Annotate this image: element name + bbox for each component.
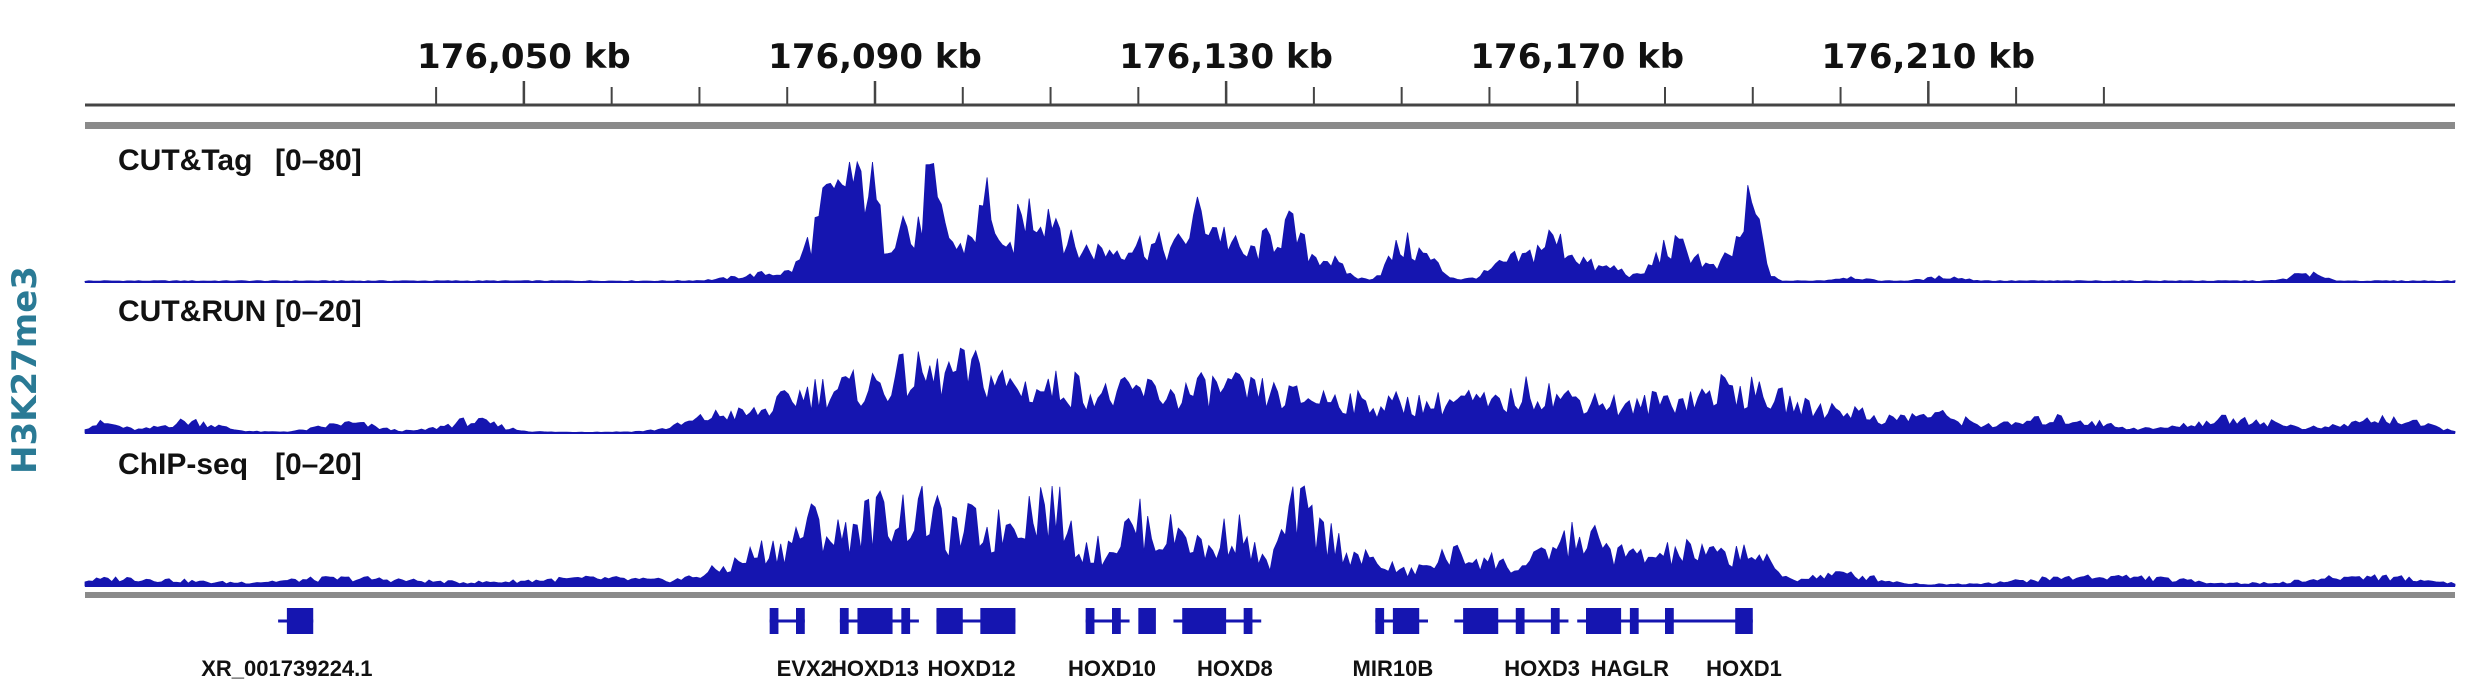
- gene-track-separator: [85, 592, 2455, 598]
- gene-label: EVX2: [777, 656, 833, 681]
- assay-label: H3K27me3: [5, 266, 45, 474]
- gene-label: HOXD13: [831, 656, 919, 681]
- assay-label-text: H3K27me3: [5, 266, 46, 474]
- signal-tracks: CUT&Tag [0–80] CUT&RUN [0–20] ChIP-seq [0–20]: [84, 144, 2456, 598]
- gene-xr-001739224-1: XR_001739224.1: [201, 608, 373, 681]
- gene-exon: [936, 608, 963, 634]
- gene-hoxd10: HOXD10: [1068, 608, 1156, 681]
- gene-exon: [1665, 608, 1674, 634]
- gene-evx2: EVX2: [769, 608, 833, 681]
- gene-exon: [796, 608, 805, 634]
- ruler-label: 176,090 kb: [768, 37, 982, 77]
- gene-exon: [1629, 608, 1639, 634]
- signal-area: [84, 160, 2456, 283]
- gene-label: HOXD12: [928, 656, 1016, 681]
- gene-exon: [980, 608, 1016, 634]
- gene-exon: [286, 608, 314, 634]
- gene-hoxd8: HOXD8: [1173, 608, 1273, 681]
- gene-exon: [1463, 608, 1499, 634]
- track-chip-seq: ChIP-seq [0–20]: [84, 448, 2456, 587]
- gene-exon: [1243, 608, 1253, 634]
- gene-hoxd13: HOXD13: [831, 608, 919, 681]
- track-range: [0–20]: [275, 448, 362, 481]
- gene-hoxd3: HOXD3: [1454, 608, 1580, 681]
- track-name: ChIP-seq: [118, 448, 248, 481]
- gene-exon: [1735, 608, 1753, 634]
- gene-exon: [857, 608, 893, 634]
- gene-exon: [1085, 608, 1095, 634]
- gene-exon: [1182, 608, 1227, 634]
- gene-exon: [1550, 608, 1560, 634]
- signal-area: [84, 347, 2456, 434]
- gene-label: MIR10B: [1353, 656, 1434, 681]
- gene-mir10b: MIR10B: [1353, 608, 1434, 681]
- gene-exon: [1392, 608, 1420, 634]
- gene-hoxd1: HOXD1: [1706, 608, 1782, 681]
- gene-label: HOXD8: [1197, 656, 1273, 681]
- gene-exon: [1375, 608, 1385, 634]
- gene-exon: [769, 608, 779, 634]
- gene-exon: [901, 608, 911, 634]
- signal-area: [84, 485, 2456, 587]
- ruler-label: 176,130 kb: [1119, 37, 1333, 77]
- gene-exon: [1138, 608, 1156, 634]
- gene-label: XR_001739224.1: [201, 656, 372, 681]
- ruler-label: 176,170 kb: [1470, 37, 1684, 77]
- gene-label: HOXD1: [1706, 656, 1782, 681]
- track-range: [0–20]: [275, 295, 362, 328]
- gene-label: HOXD3: [1504, 656, 1580, 681]
- ruler-label: 176,210 kb: [1822, 37, 2036, 77]
- track-name: CUT&RUN: [118, 295, 266, 328]
- gene-exon: [839, 608, 849, 634]
- gene-label: HAGLR: [1591, 656, 1669, 681]
- ruler-label: 176,050 kb: [417, 37, 631, 77]
- gene-exon: [1515, 608, 1525, 634]
- gene-haglr: HAGLR: [1577, 608, 1744, 681]
- track-name: CUT&Tag: [118, 144, 252, 177]
- gene-label: HOXD10: [1068, 656, 1156, 681]
- track-range: [0–80]: [275, 144, 362, 177]
- track-cut-run: CUT&RUN [0–20]: [84, 295, 2456, 434]
- ruler: 176,050 kb 176,090 kb 176,130 kb 176,170 kb…: [85, 37, 2455, 129]
- gene-exon: [1586, 608, 1622, 634]
- ruler-separator-bar: [85, 122, 2455, 129]
- gene-hoxd12: HOXD12: [928, 608, 1016, 681]
- track-cut-tag: CUT&Tag [0–80]: [84, 144, 2456, 283]
- gene-exon: [1112, 608, 1121, 634]
